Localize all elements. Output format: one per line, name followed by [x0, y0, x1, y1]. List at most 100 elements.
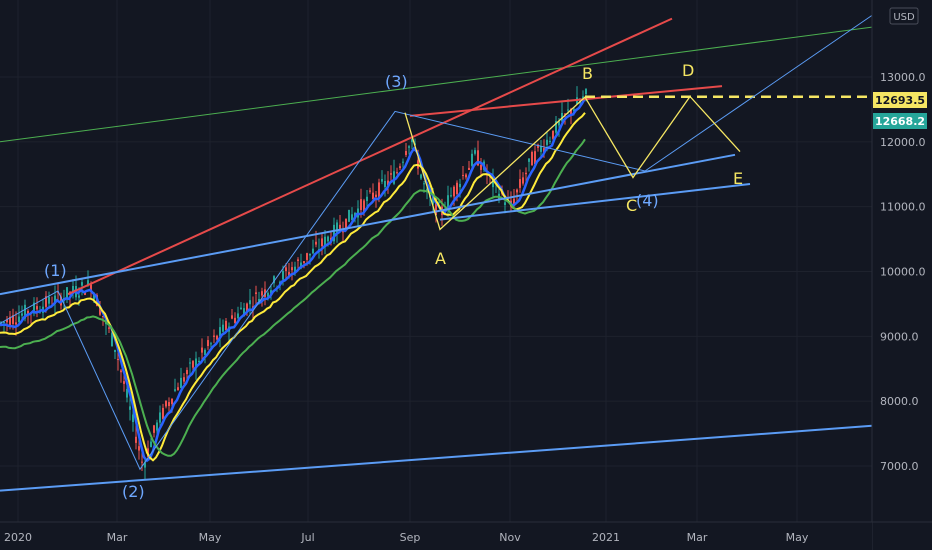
candle-body: [351, 214, 353, 221]
time-tick-label: May: [786, 531, 809, 544]
candle-body: [465, 174, 467, 178]
candle-body: [528, 158, 530, 162]
candle-body: [513, 198, 515, 206]
price-axis[interactable]: [872, 0, 932, 522]
candle-body: [102, 315, 104, 318]
fast-ma-line: [0, 97, 587, 463]
time-tick-label: Sep: [400, 531, 421, 544]
candle-body: [474, 150, 476, 154]
candle-body: [393, 171, 395, 184]
candle-body: [399, 166, 401, 169]
time-tick-label: Nov: [499, 531, 521, 544]
candle-body: [159, 412, 161, 423]
candle-body: [132, 414, 134, 423]
candle-body: [285, 267, 287, 272]
time-axis[interactable]: [0, 522, 872, 550]
wave-label-3: (3): [385, 72, 408, 91]
candle-body: [249, 300, 251, 305]
candle-body: [81, 282, 83, 286]
candle-body: [534, 151, 536, 165]
wave-label-a: A: [435, 249, 446, 268]
candle-body: [384, 181, 386, 188]
candle-body: [354, 212, 356, 217]
candle-body: [33, 302, 35, 314]
candle-body: [270, 290, 272, 294]
candle-body: [453, 186, 455, 197]
candle-body: [336, 222, 338, 235]
elliott-blue-wave-path[interactable]: [0, 14, 873, 471]
candle-body: [396, 172, 398, 174]
candle-body: [267, 292, 269, 297]
candle-body: [315, 241, 317, 245]
candle-body: [477, 150, 479, 166]
candle-body: [582, 96, 584, 100]
candle-body: [381, 179, 383, 182]
candle-body: [45, 296, 47, 307]
candle-body: [120, 370, 122, 373]
time-tick-label: May: [199, 531, 222, 544]
candle-body: [189, 362, 191, 364]
candle-body: [327, 236, 329, 242]
candle-body: [237, 313, 239, 319]
mid-ma-line: [0, 112, 586, 462]
candle-body: [339, 224, 341, 229]
candle-body: [426, 188, 428, 192]
candle-body: [375, 194, 377, 197]
candle-body: [450, 195, 452, 197]
candle-body: [36, 306, 38, 310]
candle-body: [183, 377, 185, 382]
candle-body: [66, 287, 68, 299]
candle-body: [306, 253, 308, 260]
price-tick-label: 11000.0: [880, 201, 926, 214]
candle-body: [273, 276, 275, 284]
candle-body: [168, 402, 170, 407]
candle-body: [564, 113, 566, 115]
candle-body: [135, 436, 137, 443]
upper-blue-support[interactable]: [0, 153, 736, 296]
candle-body: [462, 174, 464, 176]
candle-body: [138, 446, 140, 451]
candle-body: [321, 238, 323, 247]
price-tag-last: 12668.2: [875, 115, 925, 128]
candle-body: [555, 121, 557, 133]
candle-body: [411, 139, 413, 143]
rising-red-trendline[interactable]: [67, 17, 673, 296]
price-tick-label: 12000.0: [880, 136, 926, 149]
candle-body: [435, 198, 437, 216]
candle-body: [216, 335, 218, 340]
candle-body: [210, 343, 212, 345]
wave-label-1: (1): [44, 261, 67, 280]
candle-body: [225, 320, 227, 331]
candle-body: [552, 130, 554, 139]
candle-body: [372, 192, 374, 199]
resistance-red-trendline[interactable]: [409, 85, 723, 117]
wave-label-2: (2): [122, 482, 145, 501]
candle-body: [177, 387, 179, 391]
candle-body: [153, 425, 155, 433]
candle-body: [360, 199, 362, 210]
candle-body: [456, 182, 458, 194]
upper-green-channel[interactable]: [0, 26, 873, 143]
candle-body: [303, 261, 305, 263]
inner-blue-support[interactable]: [439, 183, 751, 221]
candle-body: [204, 349, 206, 356]
price-tick-label: 7000.0: [880, 460, 919, 473]
candle-body: [294, 266, 296, 274]
candle-body: [378, 182, 380, 199]
candle-body: [297, 259, 299, 261]
time-tick-label: Jul: [300, 531, 314, 544]
currency-badge[interactable]: [889, 7, 919, 25]
price-tick-label: 9000.0: [880, 330, 919, 343]
candle-body: [546, 139, 548, 145]
candle-body: [540, 146, 542, 152]
candle-body: [312, 248, 314, 254]
trendlines: [0, 17, 873, 492]
wave-label-4: (4): [636, 191, 659, 210]
price-tick-label: 10000.0: [880, 266, 926, 279]
candle-body: [162, 407, 164, 419]
abcde-yellow-wave-path[interactable]: [404, 95, 741, 231]
candle-body: [192, 361, 194, 368]
lower-blue-channel[interactable]: [0, 424, 873, 492]
candle-body: [54, 295, 56, 304]
